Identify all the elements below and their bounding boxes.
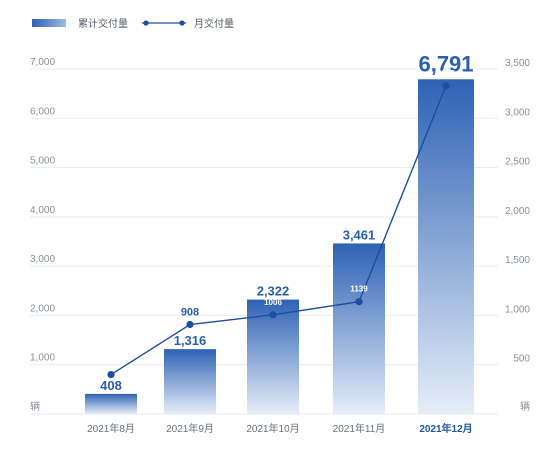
line-value-label: 3330 — [437, 69, 455, 78]
category-axis: 2021年8月 2021年9月 2021年10月 2021年11月 2021年12月 — [87, 422, 473, 435]
right-tick-label: 500 — [513, 354, 530, 365]
bar — [164, 349, 216, 414]
bar — [247, 299, 299, 414]
bar-value-label: 2,322 — [257, 284, 290, 299]
line-point — [269, 311, 277, 319]
left-tick-label: 3,000 — [30, 254, 55, 265]
right-axis-unit: 辆 — [520, 400, 530, 413]
bar-value-label: 6,791 — [418, 51, 473, 76]
category-label: 2021年9月 — [166, 422, 214, 435]
category-label: 2021年11月 — [333, 422, 386, 435]
left-axis: 辆 1,000 2,000 3,000 4,000 5,000 6,000 7,000 — [30, 57, 55, 413]
bar-value-label: 1,316 — [174, 333, 207, 348]
category-label: 2021年12月 — [419, 422, 472, 435]
line-value-label: 908 — [181, 306, 199, 318]
line-point — [442, 82, 450, 90]
line-point — [355, 298, 363, 306]
bar-series: 408 1,316 2,322 3,461 6,791 — [85, 51, 474, 414]
legend-label-cumulative: 累计交付量 — [78, 17, 128, 30]
legend-swatch-line-marker-left — [143, 20, 149, 26]
right-tick-label: 2,000 — [505, 206, 530, 217]
left-tick-label: 5,000 — [30, 156, 55, 167]
left-tick-label: 6,000 — [30, 106, 55, 117]
left-tick-label: 7,000 — [30, 57, 55, 68]
right-tick-label: 3,000 — [505, 107, 530, 118]
category-label: 2021年8月 — [87, 422, 135, 435]
line-value-label: 1006 — [264, 298, 282, 307]
legend-label-monthly: 月交付量 — [194, 17, 234, 30]
category-label: 2021年10月 — [246, 422, 299, 435]
right-tick-label: 2,500 — [505, 157, 530, 168]
line-value-label: 1139 — [350, 285, 368, 294]
bar — [333, 243, 385, 414]
bar — [85, 393, 137, 414]
right-tick-label: 1,000 — [505, 304, 530, 315]
line-point — [107, 370, 115, 379]
left-tick-label: 1,000 — [30, 353, 55, 364]
left-tick-label: 4,000 — [30, 205, 55, 216]
legend-swatch-bar — [32, 19, 66, 27]
right-axis: 辆 500 1,000 1,500 2,000 2,500 3,000 3,500 — [505, 58, 530, 413]
left-axis-unit: 辆 — [30, 400, 40, 413]
right-tick-label: 3,500 — [505, 58, 530, 69]
line-point — [186, 320, 194, 329]
left-tick-label: 2,000 — [30, 303, 55, 314]
legend-swatch-line-marker-right — [179, 20, 185, 26]
line-series: 908 1006 1139 3330 — [107, 69, 455, 379]
right-tick-label: 1,500 — [505, 255, 530, 266]
bar — [418, 79, 474, 414]
bar-value-label: 408 — [100, 378, 122, 393]
bar-value-label: 3,461 — [343, 227, 376, 242]
legend: 累计交付量 月交付量 — [32, 17, 234, 30]
